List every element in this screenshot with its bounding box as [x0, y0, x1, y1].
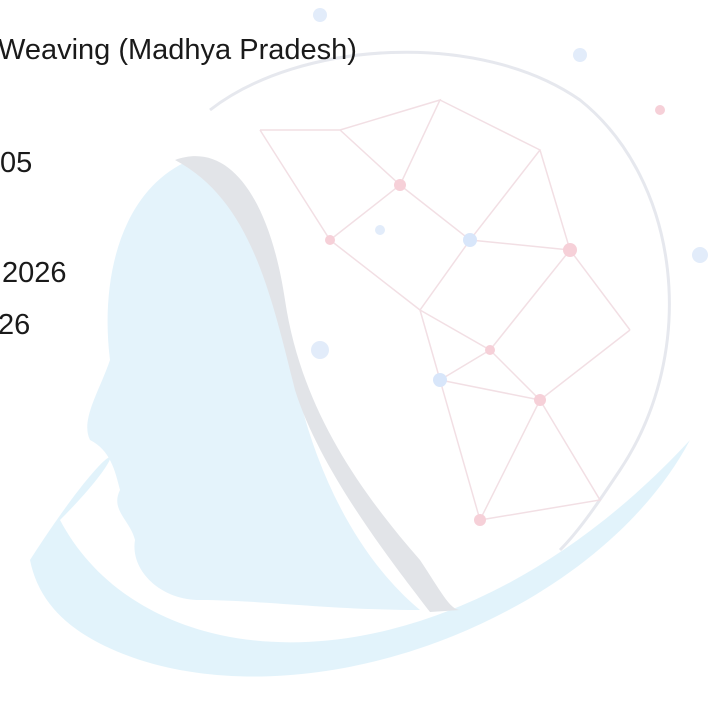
text-line: 2026 [2, 259, 67, 288]
watermark [0, 0, 712, 725]
network-dots [311, 8, 708, 526]
text-line: Weaving (Madhya Pradesh) [0, 36, 357, 65]
text-line: 26 [0, 311, 30, 340]
page: {"lines": ["Weaving (Madhya Pradesh)", "… [0, 0, 712, 725]
text-line: 05 [0, 149, 32, 178]
